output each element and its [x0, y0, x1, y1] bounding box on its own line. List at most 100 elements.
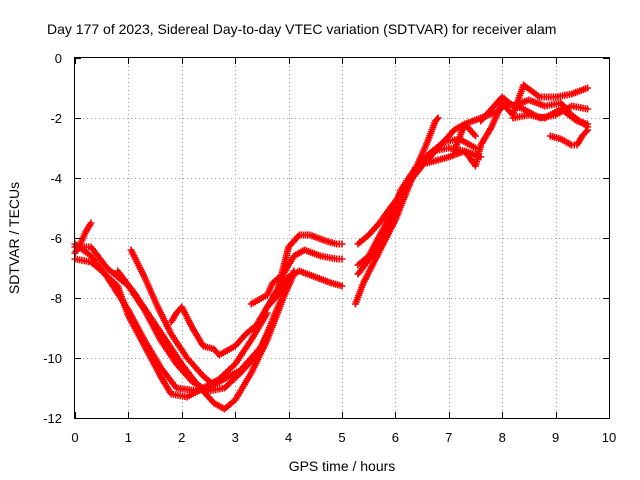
data-point [522, 108, 525, 110]
data-point [266, 294, 269, 296]
data-point [399, 192, 402, 194]
data-point [298, 234, 301, 236]
data-point [560, 102, 562, 104]
data-point [554, 96, 557, 98]
data-point [207, 390, 210, 392]
data-point [512, 105, 514, 107]
data-point [538, 96, 541, 98]
data-point [213, 402, 215, 404]
data-point [175, 312, 178, 314]
series-markers [546, 126, 592, 149]
data-point [245, 333, 247, 335]
data-point [159, 366, 162, 368]
data-point [464, 123, 466, 125]
data-point [255, 354, 258, 356]
data-point [132, 291, 135, 293]
data-point [90, 255, 92, 257]
data-point [191, 381, 194, 383]
data-point [90, 222, 92, 224]
tick-labels: 0 1 2 3 4 5 6 7 8 9 10 0 -2 -4 -6 -8 -10 -12 [43, 51, 616, 445]
data-point [255, 324, 258, 326]
data-point [418, 159, 421, 161]
data-point [298, 270, 301, 272]
series-track-19 [546, 126, 592, 149]
data-point [143, 276, 146, 278]
data-point [389, 207, 391, 209]
data-point [223, 387, 226, 389]
data-point [266, 312, 269, 314]
data-point [202, 387, 204, 389]
data-point [554, 114, 557, 116]
data-point [234, 399, 236, 401]
data-point [127, 285, 130, 287]
y-tick-label: -2 [50, 111, 62, 126]
data-point [421, 159, 423, 161]
data-point [116, 285, 119, 287]
data-point [271, 282, 274, 284]
data-point [293, 270, 295, 272]
data-point [282, 279, 285, 281]
data-point [202, 345, 204, 347]
data-point [116, 270, 119, 272]
data-point [442, 141, 445, 143]
data-point [325, 240, 327, 242]
data-point [415, 165, 418, 167]
data-point [373, 252, 375, 254]
data-point [480, 156, 482, 158]
data-point [458, 138, 461, 140]
data-point [148, 315, 151, 317]
data-point [405, 192, 407, 194]
data-point [448, 156, 450, 158]
data-point [100, 270, 103, 272]
data-point [490, 108, 493, 110]
series-markers [247, 246, 346, 308]
data-point [490, 126, 493, 128]
x-tick-label: 5 [338, 430, 345, 445]
data-point [501, 96, 504, 98]
data-point [202, 375, 204, 377]
x-tick-label: 7 [445, 430, 452, 445]
data-point [357, 264, 359, 266]
data-point [586, 87, 589, 89]
data-point [186, 357, 188, 359]
y-tick-label: -10 [43, 351, 62, 366]
data-point [79, 243, 82, 245]
data-point [496, 111, 498, 113]
data-point [277, 288, 279, 290]
data-point [421, 165, 423, 167]
data-point [512, 114, 514, 116]
data-point [181, 363, 183, 365]
data-point [266, 306, 269, 308]
data-point [480, 120, 482, 122]
data-point [314, 276, 317, 278]
data-point [282, 297, 285, 299]
data-point [143, 309, 146, 311]
data-point [250, 339, 253, 341]
data-series [71, 81, 592, 413]
x-tick-label: 4 [285, 430, 292, 445]
data-point [560, 138, 562, 140]
data-point [538, 117, 541, 119]
data-point [506, 102, 509, 104]
data-point [528, 114, 530, 116]
data-point [287, 246, 290, 248]
y-tick-label: -6 [50, 231, 62, 246]
data-point [453, 129, 455, 131]
data-point [170, 321, 172, 323]
data-point [335, 243, 338, 245]
data-point [586, 126, 589, 128]
x-tick-label: 0 [71, 430, 78, 445]
data-point [266, 339, 269, 341]
data-point [271, 324, 274, 326]
data-point [544, 117, 546, 119]
data-point [378, 222, 381, 224]
data-point [164, 339, 167, 341]
x-axis-title: GPS time / hours [289, 458, 396, 474]
data-point [106, 276, 108, 278]
y-axis-title: SDTVAR / TECUs [6, 182, 22, 294]
data-point [159, 375, 162, 377]
x-tick-label: 10 [602, 430, 616, 445]
data-point [586, 129, 589, 131]
y-tick-label: -8 [50, 291, 62, 306]
